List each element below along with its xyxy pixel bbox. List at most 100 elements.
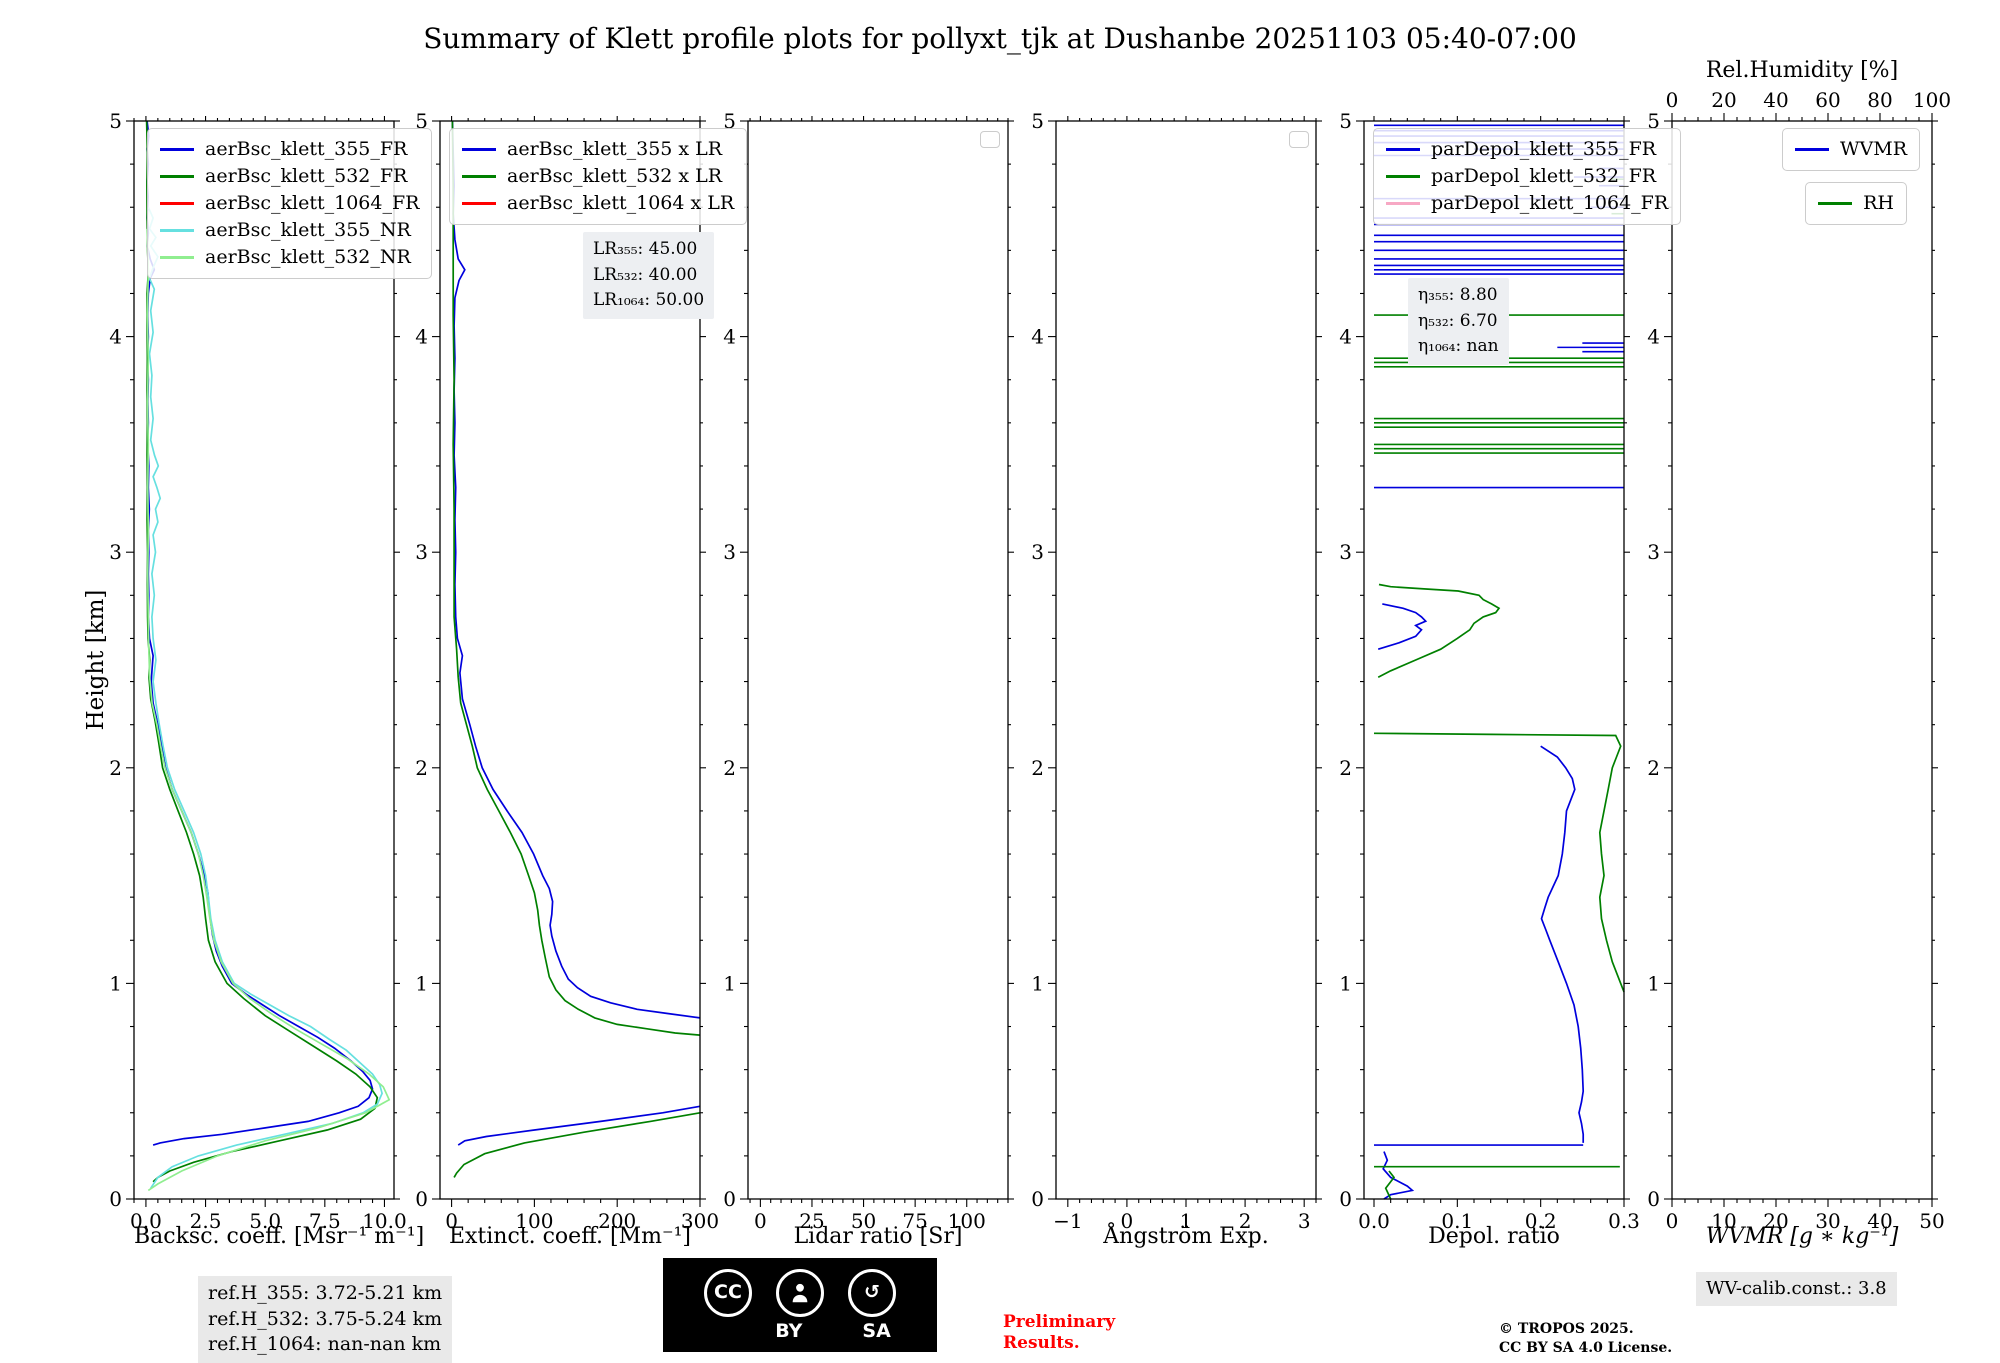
- svg-text:3: 3: [1339, 540, 1352, 564]
- legend-swatch: [1386, 148, 1420, 151]
- legend-entry: parDepol_klett_532_FR: [1386, 163, 1668, 190]
- svg-text:0.0: 0.0: [1358, 1209, 1390, 1233]
- svg-text:1: 1: [1031, 971, 1044, 995]
- svg-text:0: 0: [1339, 1187, 1352, 1211]
- legend-depol: parDepol_klett_355_FR parDepol_klett_532_…: [1373, 128, 1682, 225]
- xlabel-backscatter: Backsc. coeff. [Msr⁻¹ m⁻¹]: [134, 1224, 425, 1249]
- svg-text:3: 3: [415, 540, 428, 564]
- svg-text:200: 200: [598, 1209, 636, 1233]
- legend-swatch: [1818, 202, 1853, 205]
- svg-text:4: 4: [109, 325, 122, 349]
- empty-legend-angstroem: [1289, 131, 1309, 148]
- legend-label: parDepol_klett_1064_FR: [1431, 192, 1669, 214]
- svg-text:5: 5: [109, 109, 122, 133]
- legend-entry: aerBsc_klett_532_NR: [160, 244, 419, 271]
- svg-text:20: 20: [1711, 88, 1736, 112]
- text-line: LR₃₅₅: 45.00: [593, 239, 698, 259]
- svg-text:5: 5: [415, 109, 428, 133]
- legend-swatch: [1794, 148, 1829, 151]
- svg-text:10: 10: [1711, 1209, 1736, 1233]
- legend-entry: parDepol_klett_1064_FR: [1386, 190, 1668, 217]
- legend-swatch: [160, 256, 194, 259]
- legend-entry: parDepol_klett_355_FR: [1386, 136, 1668, 163]
- text-line: η₁₀₆₄: nan: [1418, 336, 1499, 356]
- legend-entry: aerBsc_klett_1064_FR: [160, 190, 419, 217]
- text-line: Preliminary: [1003, 1312, 1116, 1332]
- plot-angstroem: 0 1 2 3 4 5 −1 0 1 2 3: [1031, 109, 1322, 1233]
- legend-entry: aerBsc_klett_355_FR: [160, 136, 419, 163]
- series-aerBsc_klett_355_xLR: [451, 120, 701, 1019]
- legend-label: aerBsc_klett_532 x LR: [507, 165, 723, 187]
- eta-annotation: η₃₅₅: 8.80 η₅₃₂: 6.70 η₁₀₆₄: nan: [1408, 278, 1509, 365]
- svg-text:100: 100: [515, 1209, 553, 1233]
- text-line: CC BY SA 4.0 License.: [1499, 1339, 1673, 1356]
- series-aerBsc_klett_355_NR: [147, 206, 384, 1189]
- wv-calib-annotation: WV-calib.const.: 3.8: [1696, 1272, 1897, 1307]
- legend-swatch: [462, 148, 496, 151]
- svg-text:5: 5: [1031, 109, 1044, 133]
- legend-entry: RH: [1818, 190, 1894, 217]
- text-line: η₃₅₅: 8.80: [1418, 285, 1498, 305]
- series-parDepol_klett_355_FR: [1382, 1151, 1415, 1200]
- svg-text:0: 0: [445, 1209, 458, 1233]
- legend-label: WVMR: [1839, 138, 1907, 160]
- cc-sa-label: SA: [862, 1319, 891, 1342]
- legend-swatch: [160, 148, 194, 151]
- svg-text:4: 4: [1647, 325, 1660, 349]
- svg-text:1: 1: [1180, 1209, 1193, 1233]
- series-parDepol_klett_532_FR: [1384, 1170, 1396, 1200]
- lidar-ratio-annotation: LR₃₅₅: 45.00 LR₅₃₂: 40.00 LR₁₀₆₄: 50.00: [583, 232, 715, 319]
- svg-text:75: 75: [902, 1209, 927, 1233]
- series-aerBsc_klett_532_xLR: [453, 1111, 701, 1178]
- series-aerBsc_klett_532_FR: [145, 120, 379, 1183]
- svg-text:50: 50: [851, 1209, 876, 1233]
- axes-border: [133, 120, 395, 1200]
- svg-text:0: 0: [1031, 1187, 1044, 1211]
- svg-text:4: 4: [1031, 325, 1044, 349]
- xlabel-wvmr: WVMR [g ∗ kg⁻¹]: [1705, 1224, 1899, 1249]
- legend-rh: RH: [1805, 182, 1907, 225]
- svg-text:30: 30: [1815, 1209, 1840, 1233]
- legend-label: aerBsc_klett_355_FR: [205, 138, 408, 160]
- legend-swatch: [462, 175, 496, 178]
- xlabel-lidar-ratio: Lidar ratio [Sr]: [793, 1224, 963, 1249]
- svg-text:100: 100: [1913, 88, 1951, 112]
- svg-text:0.2: 0.2: [1525, 1209, 1557, 1233]
- plot-backscatter: 0 1 2 3 4 5 0.0 2.5 5.0 7.5 10.0: [109, 109, 406, 1233]
- svg-text:5.0: 5.0: [249, 1209, 281, 1233]
- svg-text:25: 25: [799, 1209, 824, 1233]
- legend-entry: aerBsc_klett_355 x LR: [462, 136, 734, 163]
- legend-entry: aerBsc_klett_532 x LR: [462, 163, 734, 190]
- series-aerBsc_klett_355_xLR: [457, 1105, 701, 1146]
- svg-text:2: 2: [1031, 756, 1044, 780]
- legend-entry: WVMR: [1794, 136, 1907, 163]
- text-line: © TROPOS 2025.: [1499, 1321, 1634, 1337]
- svg-text:4: 4: [1339, 325, 1352, 349]
- svg-text:2: 2: [1647, 756, 1660, 780]
- svg-text:40: 40: [1867, 1209, 1892, 1233]
- plot-extinction: 0 1 2 3 4 5 0 100 200 300: [415, 109, 719, 1233]
- svg-text:5: 5: [723, 109, 736, 133]
- svg-text:0: 0: [723, 1187, 736, 1211]
- legend-swatch: [160, 202, 194, 205]
- svg-text:3: 3: [1298, 1209, 1311, 1233]
- legend-label: aerBsc_klett_1064_FR: [205, 192, 420, 214]
- svg-text:2.5: 2.5: [190, 1209, 222, 1233]
- svg-text:100: 100: [948, 1209, 986, 1233]
- svg-text:40: 40: [1763, 88, 1788, 112]
- svg-text:5: 5: [1339, 109, 1352, 133]
- legend-label: parDepol_klett_355_FR: [1431, 138, 1657, 160]
- legend-label: aerBsc_klett_532_FR: [205, 165, 408, 187]
- legend-swatch: [160, 229, 194, 232]
- cc-by-label: BY: [775, 1319, 803, 1342]
- legend-label: aerBsc_klett_532_NR: [205, 246, 411, 268]
- legend-label: RH: [1863, 192, 1894, 214]
- svg-text:10.0: 10.0: [362, 1209, 407, 1233]
- legend-swatch: [1386, 175, 1420, 178]
- text-line: LR₁₀₆₄: 50.00: [593, 290, 705, 310]
- reference-height-annotation: ref.H_355: 3.72-5.21 km ref.H_532: 3.75-5…: [198, 1276, 453, 1363]
